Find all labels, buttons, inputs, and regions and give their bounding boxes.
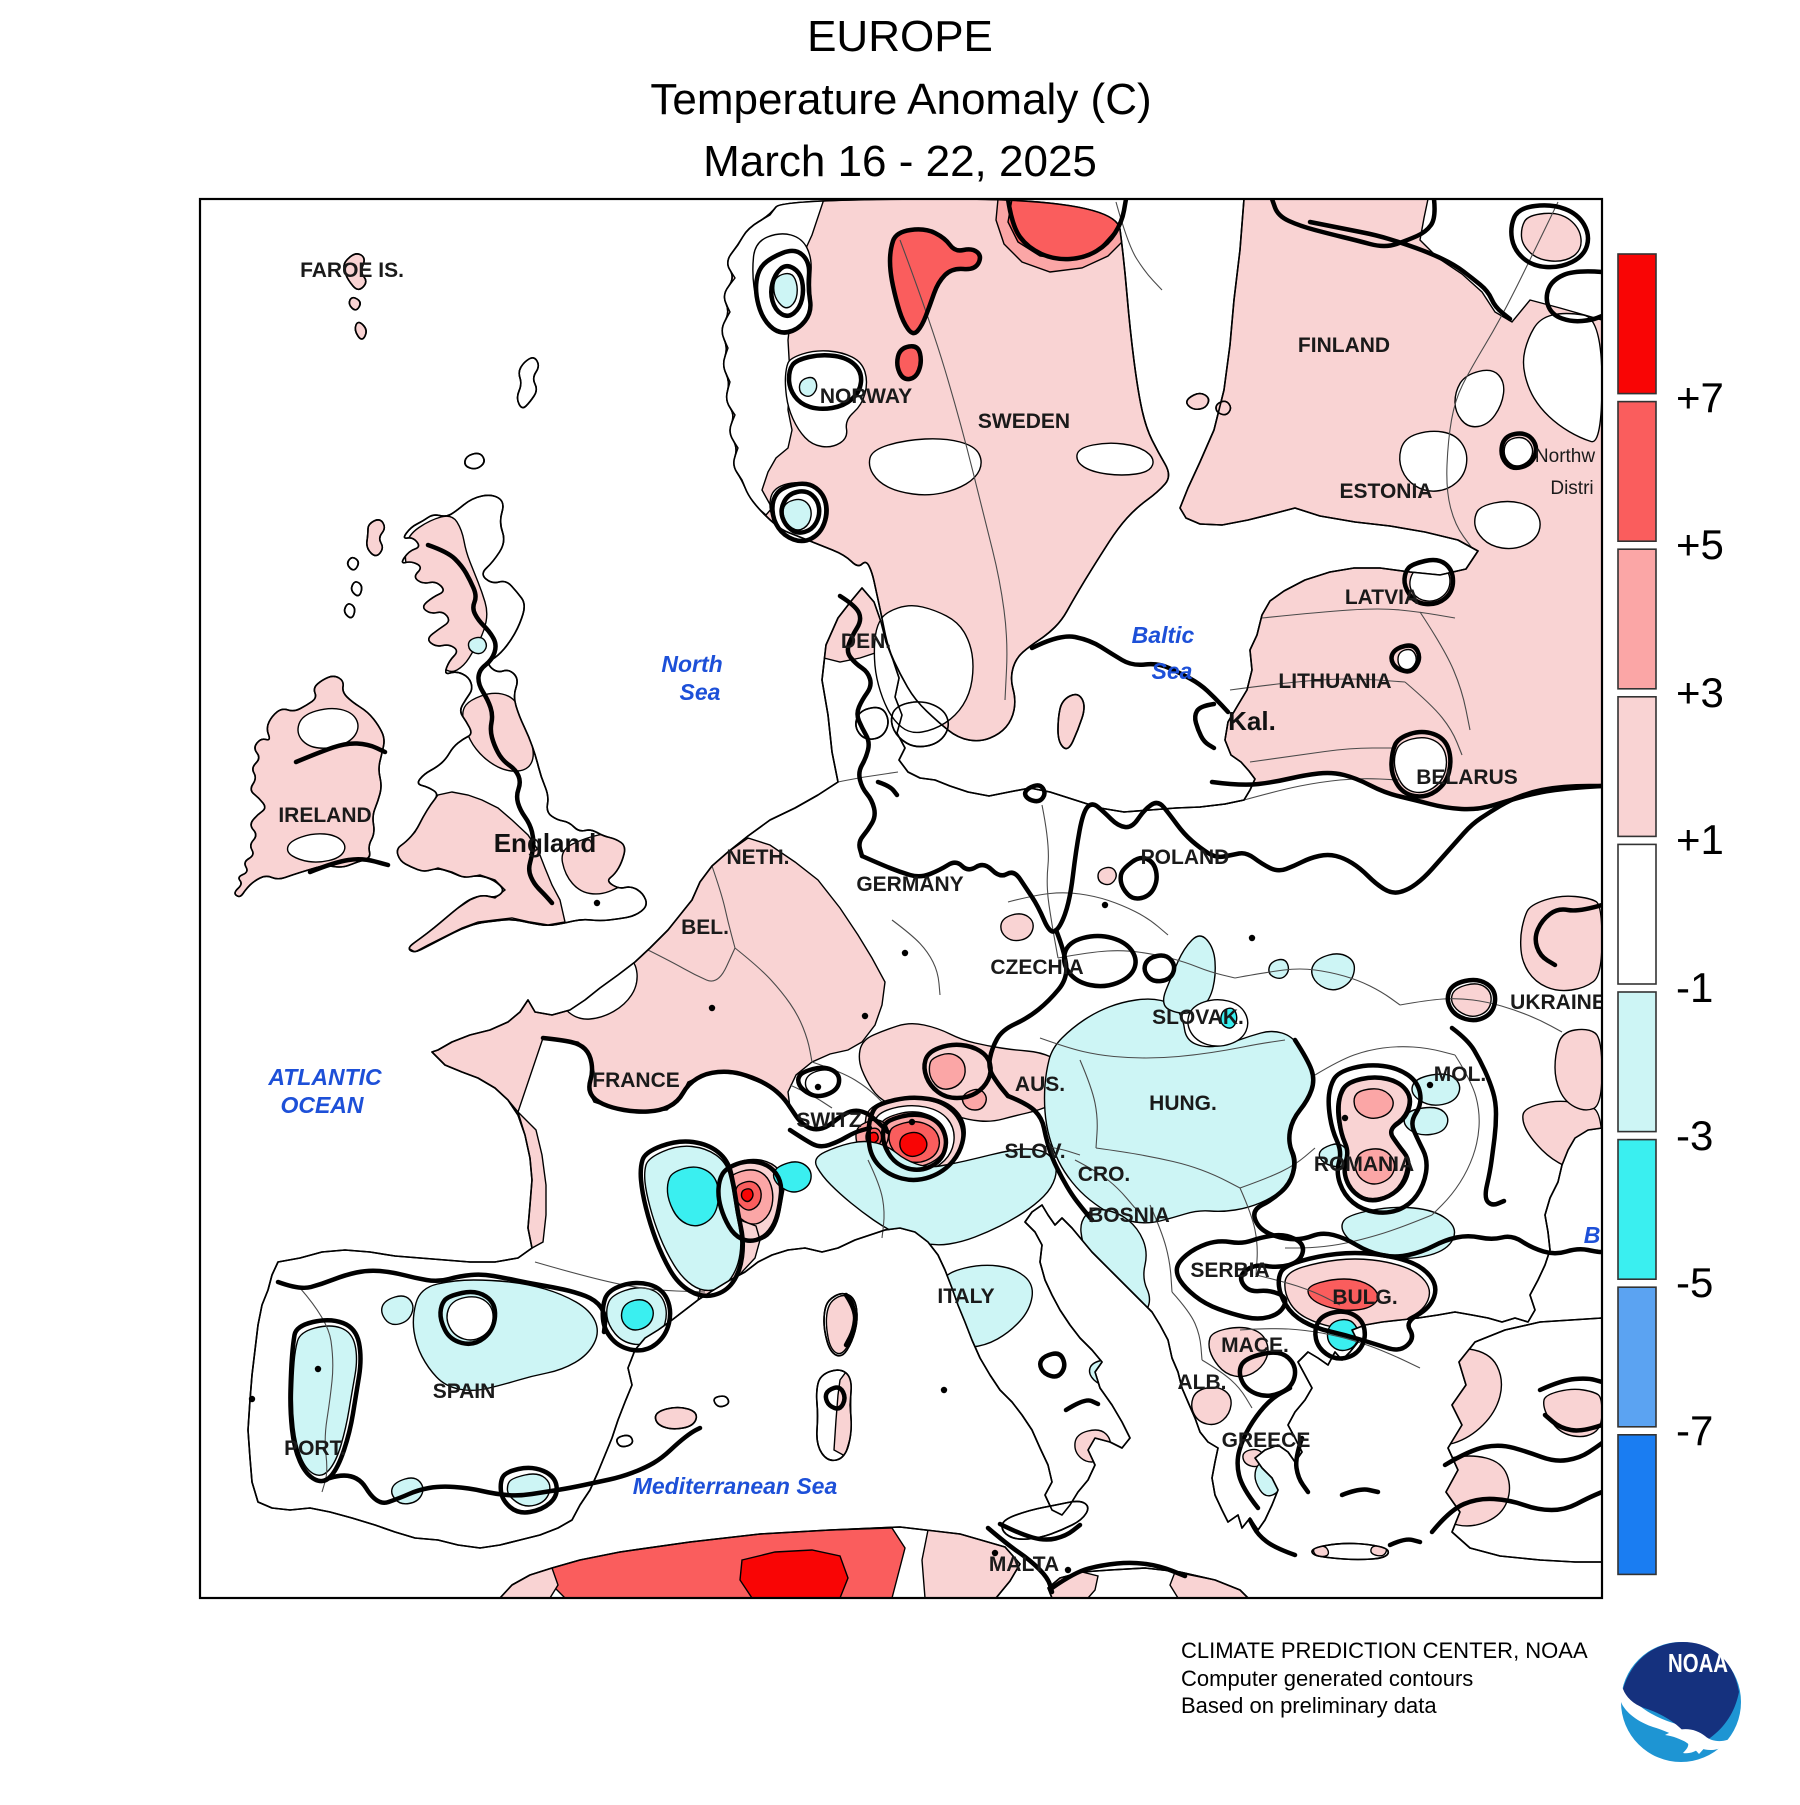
svg-text:NOAA: NOAA <box>1668 1648 1728 1678</box>
svg-text:UKRAINE: UKRAINE <box>1510 991 1606 1014</box>
svg-text:MALTA: MALTA <box>989 1553 1059 1576</box>
svg-text:Kal.: Kal. <box>1228 706 1276 736</box>
svg-text:AUS.: AUS. <box>1015 1073 1065 1096</box>
svg-text:Temperature Anomaly (C): Temperature Anomaly (C) <box>650 75 1151 124</box>
svg-text:-7: -7 <box>1676 1407 1713 1454</box>
svg-text:BELARUS: BELARUS <box>1416 766 1518 789</box>
svg-text:PORT.: PORT. <box>284 1437 346 1460</box>
svg-text:EUROPE: EUROPE <box>807 12 993 61</box>
svg-text:CRO.: CRO. <box>1078 1163 1131 1186</box>
svg-text:HUNG.: HUNG. <box>1149 1092 1217 1115</box>
svg-text:IRELAND: IRELAND <box>278 804 371 827</box>
svg-text:B: B <box>1584 1222 1601 1248</box>
svg-text:+7: +7 <box>1676 374 1724 421</box>
svg-text:NETH.: NETH. <box>727 846 790 869</box>
svg-text:Northw: Northw <box>1535 446 1595 467</box>
svg-text:Sea: Sea <box>1152 658 1193 684</box>
svg-text:-3: -3 <box>1676 1112 1713 1159</box>
svg-text:Mediterranean Sea: Mediterranean Sea <box>633 1473 838 1499</box>
svg-text:+5: +5 <box>1676 521 1724 568</box>
svg-text:LATVIA: LATVIA <box>1345 586 1419 609</box>
svg-text:SWEDEN: SWEDEN <box>978 410 1070 433</box>
svg-text:FAROE IS.: FAROE IS. <box>300 259 404 282</box>
svg-text:Distri: Distri <box>1550 478 1593 499</box>
svg-text:SWITZ: SWITZ <box>796 1109 861 1132</box>
svg-text:BOSNIA: BOSNIA <box>1088 1204 1170 1227</box>
svg-text:Based on preliminary data: Based on preliminary data <box>1181 1693 1437 1718</box>
svg-text:North: North <box>661 651 722 677</box>
svg-text:CLIMATE PREDICTION CENTER, NOA: CLIMATE PREDICTION CENTER, NOAA <box>1181 1638 1588 1663</box>
svg-text:Baltic: Baltic <box>1132 622 1195 648</box>
svg-text:OCEAN: OCEAN <box>280 1092 363 1118</box>
svg-text:ITALY: ITALY <box>937 1285 994 1308</box>
svg-text:FRANCE: FRANCE <box>592 1069 680 1092</box>
svg-text:GREECE: GREECE <box>1222 1429 1311 1452</box>
svg-text:POLAND: POLAND <box>1141 846 1230 869</box>
svg-text:SLOV.: SLOV. <box>1004 1140 1065 1163</box>
svg-text:LITHUANIA: LITHUANIA <box>1278 670 1391 693</box>
svg-text:SLOVAK.: SLOVAK. <box>1152 1006 1244 1029</box>
svg-text:BULG.: BULG. <box>1332 1286 1397 1309</box>
svg-text:+1: +1 <box>1676 816 1724 863</box>
svg-text:Computer generated contours: Computer generated contours <box>1181 1666 1473 1691</box>
svg-text:FINLAND: FINLAND <box>1298 334 1390 357</box>
svg-text:+3: +3 <box>1676 669 1724 716</box>
svg-text:ESTONIA: ESTONIA <box>1340 480 1433 503</box>
svg-text:BEL.: BEL. <box>681 916 729 939</box>
svg-text:DEN.: DEN. <box>841 630 891 653</box>
svg-text:NORWAY: NORWAY <box>820 385 912 408</box>
svg-text:ATLANTIC: ATLANTIC <box>267 1064 382 1090</box>
svg-text:Sea: Sea <box>680 679 721 705</box>
svg-text:CZECHIA: CZECHIA <box>990 956 1083 979</box>
svg-text:England: England <box>494 828 597 858</box>
svg-text:MOL.: MOL. <box>1434 1063 1487 1086</box>
svg-text:March 16 - 22, 2025: March 16 - 22, 2025 <box>703 137 1097 186</box>
svg-text:-1: -1 <box>1676 964 1713 1011</box>
svg-text:SERBIA: SERBIA <box>1190 1259 1269 1282</box>
svg-text:ROMANIA: ROMANIA <box>1314 1153 1414 1176</box>
svg-text:GERMANY: GERMANY <box>856 873 963 896</box>
svg-text:SPAIN: SPAIN <box>433 1380 496 1403</box>
svg-text:MACE.: MACE. <box>1221 1334 1289 1357</box>
svg-text:-5: -5 <box>1676 1259 1713 1306</box>
svg-text:ALB.: ALB. <box>1178 1371 1227 1394</box>
